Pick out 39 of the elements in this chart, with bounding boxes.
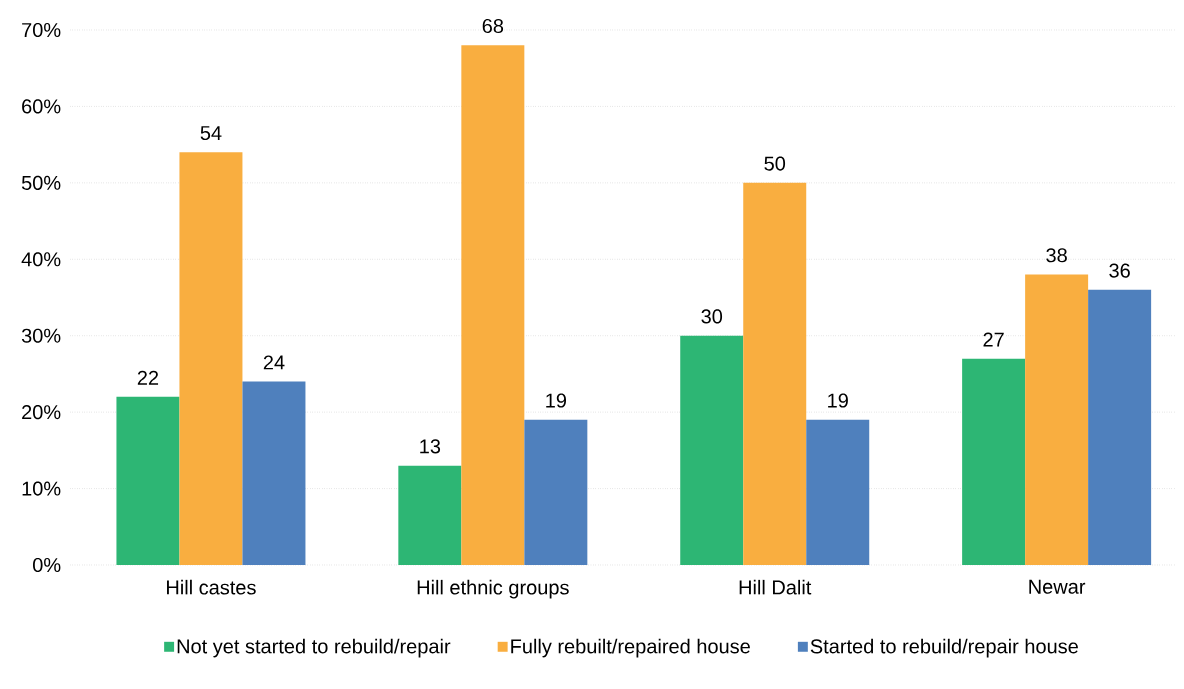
y-tick-label: 50%: [21, 175, 61, 190]
y-tick-label: 20%: [22, 405, 61, 420]
data-label: 36: [1109, 263, 1130, 278]
y-tick-label: 40%: [21, 252, 61, 267]
bar: [1025, 274, 1089, 565]
y-tick-label: 10%: [22, 481, 61, 496]
data-label: 19: [546, 393, 567, 408]
data-label: 50: [764, 156, 786, 171]
data-label: 68: [482, 18, 504, 34]
data-label: 24: [263, 355, 285, 370]
data-label: 30: [701, 309, 723, 324]
bar: [1088, 289, 1152, 565]
x-tick-label: Hill Dalit: [739, 579, 812, 595]
data-label: 22: [137, 370, 159, 385]
bar: [743, 182, 807, 565]
y-tick-label: 30%: [21, 328, 61, 343]
y-tick-label: 60%: [22, 99, 61, 114]
y-tick-label: 0%: [33, 557, 61, 573]
data-label: 19: [828, 393, 848, 408]
bar: [398, 465, 462, 565]
x-tick-label: Hill ethnic groups: [417, 579, 569, 599]
bar: [461, 45, 525, 565]
data-label: 13: [420, 439, 441, 454]
legend-label: Not yet started to rebuild/repair: [177, 638, 451, 658]
legend-label: Fully rebuilt/repaired house: [511, 638, 750, 658]
legend-label: Started to rebuild/repair house: [810, 638, 1078, 658]
data-label: 27: [983, 332, 1004, 347]
bar: [962, 358, 1026, 565]
bar: [179, 152, 243, 565]
x-tick-label: Hill castes: [167, 579, 256, 595]
x-tick-label: Newar: [1029, 579, 1086, 594]
y-tick-label: 70%: [22, 22, 61, 38]
bar: [116, 396, 180, 565]
bar: [680, 335, 744, 565]
bar: [524, 419, 588, 565]
data-label: 38: [1046, 248, 1067, 263]
bar: [806, 419, 870, 565]
data-label: 54: [200, 126, 222, 141]
bar: [242, 381, 306, 565]
